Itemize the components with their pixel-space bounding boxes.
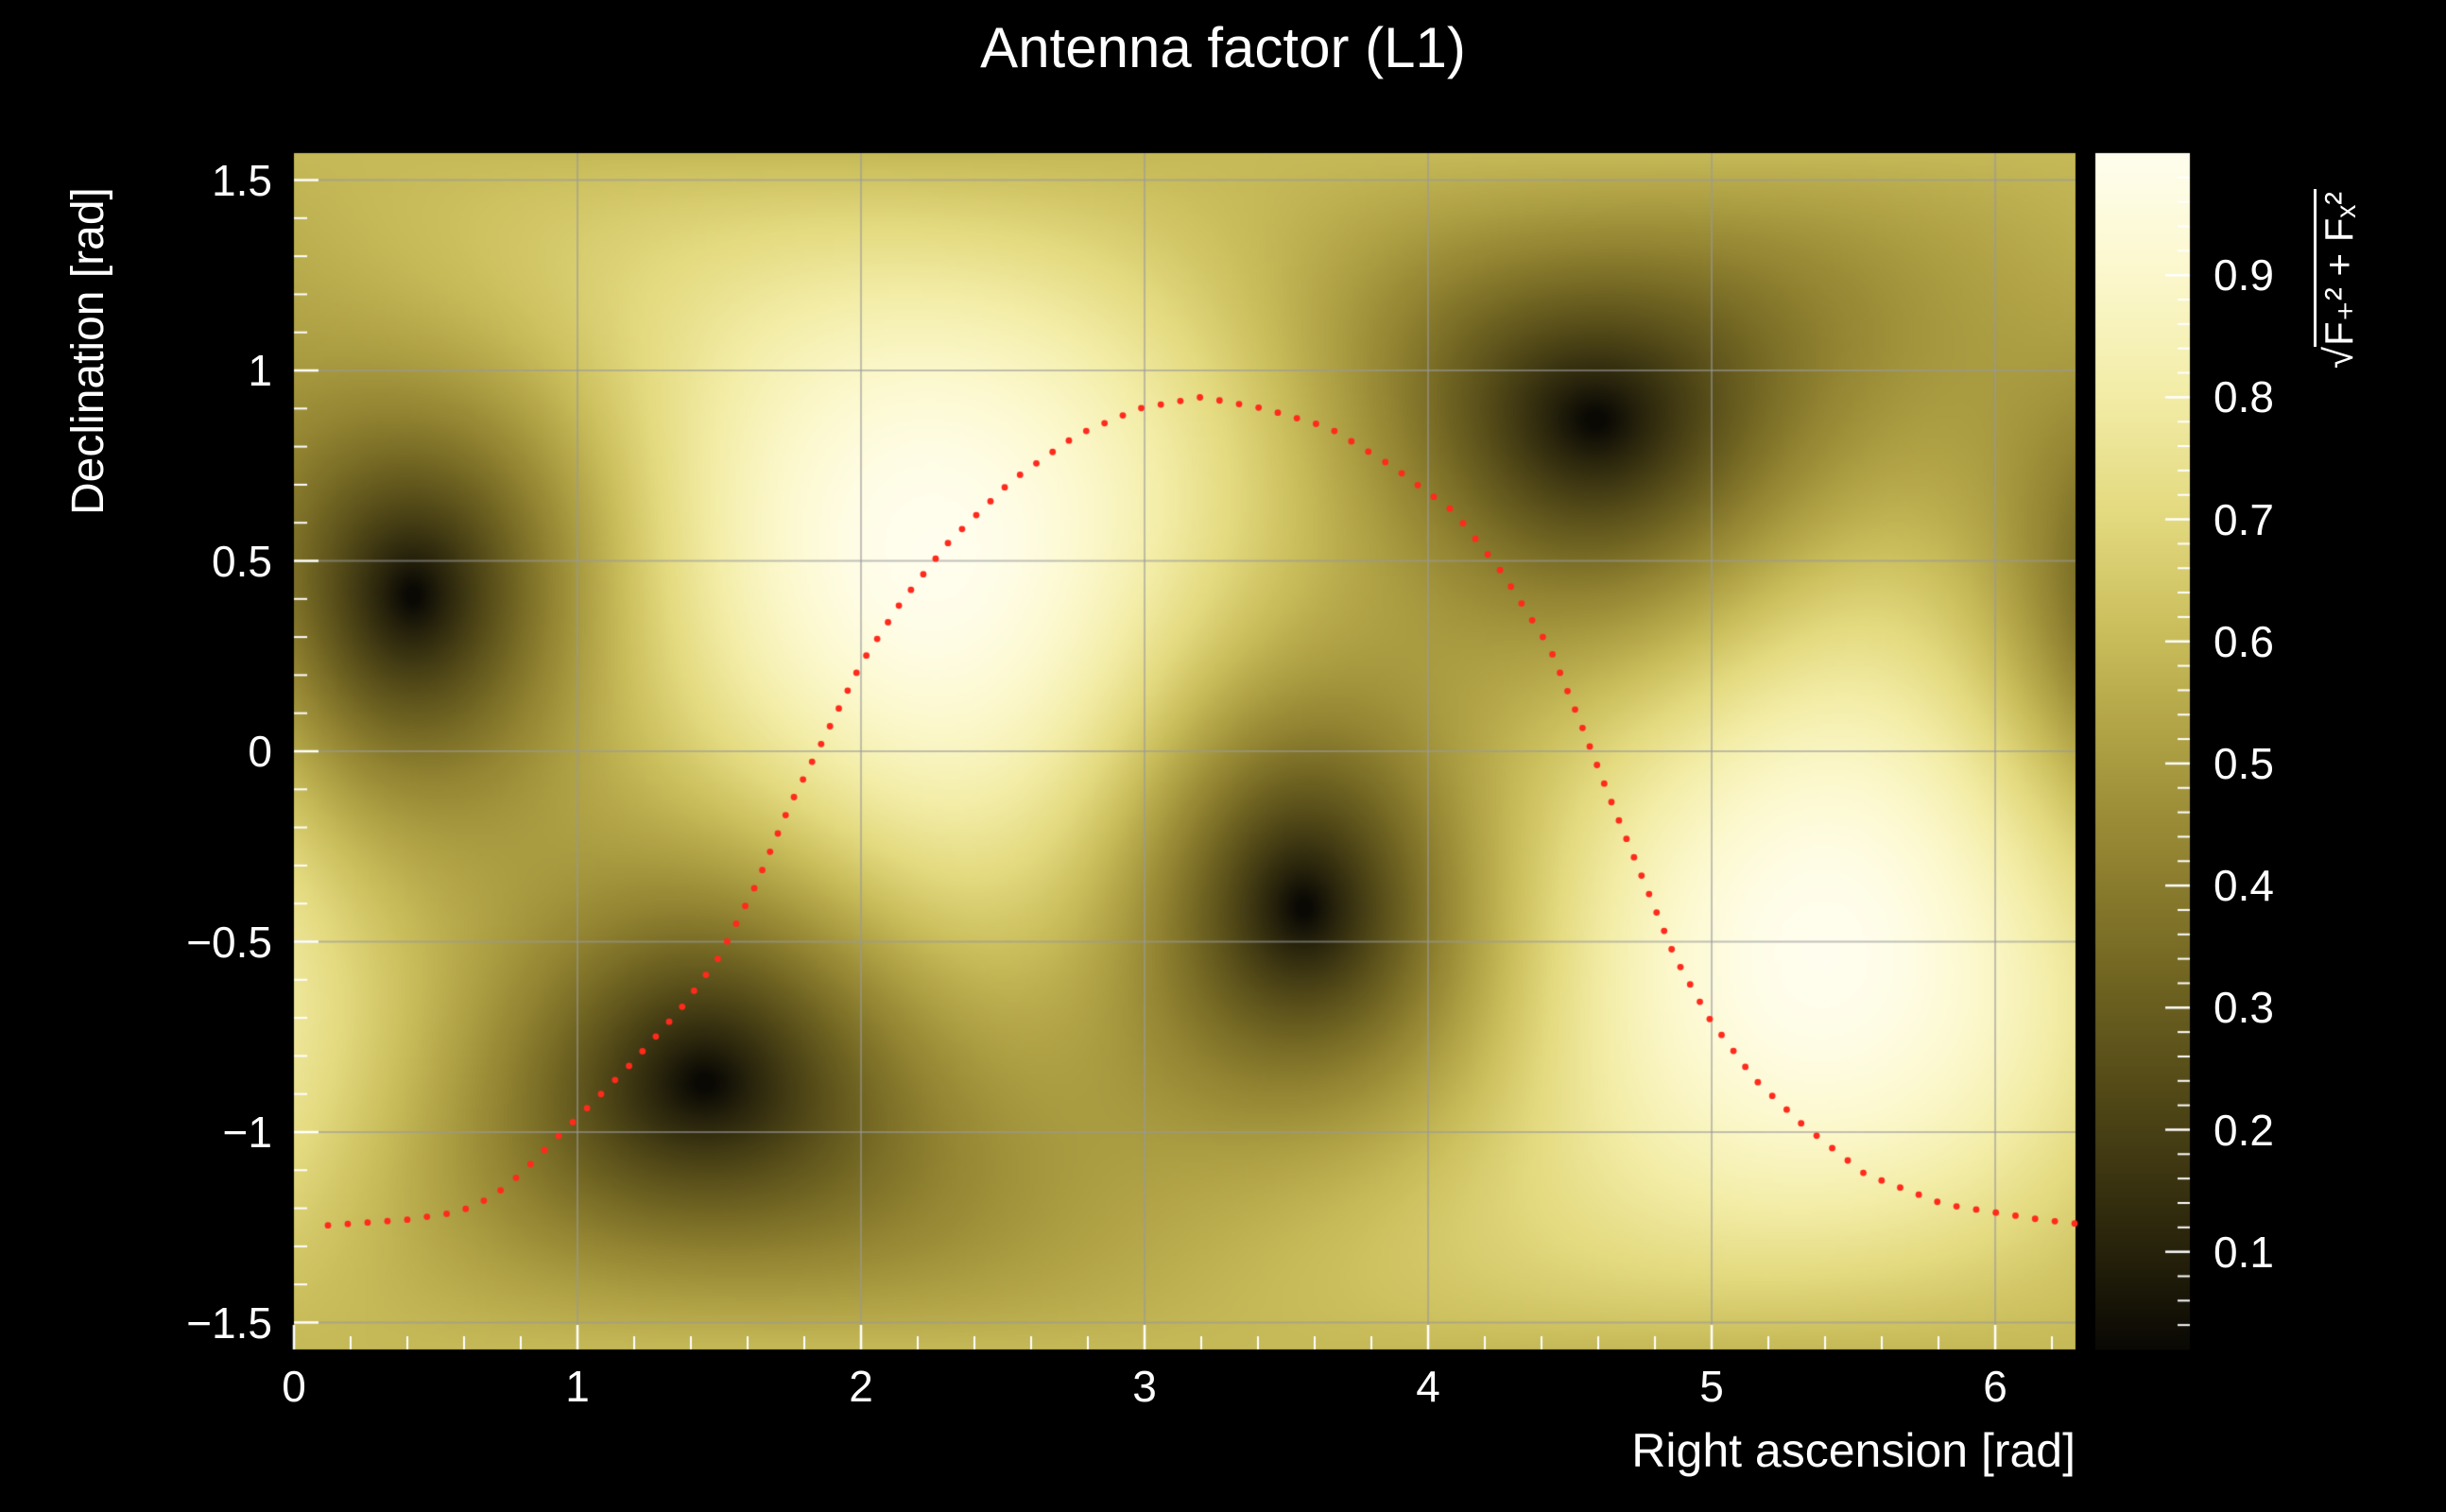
x-axis-title: Right ascension [rad] (1631, 1424, 2076, 1477)
colorbar-tick-label-1: 0.8 (2213, 372, 2274, 421)
x-tick-label-4: 4 (1416, 1362, 1440, 1411)
y-tick-label-5: −1 (222, 1108, 272, 1157)
y-tick-label-3: 0 (248, 727, 272, 776)
y-tick-label-4: −0.5 (186, 918, 272, 967)
colorbar-tick-label-5: 0.4 (2213, 861, 2274, 910)
x-tick-label-5: 5 (1699, 1362, 1724, 1411)
radical-sign: √ (2317, 346, 2361, 369)
colorbar-tick-label-7: 0.2 (2213, 1106, 2274, 1155)
x-tick-label-3: 3 (1132, 1362, 1157, 1411)
x-tick-label-2: 2 (849, 1362, 873, 1411)
x-tick-label-0: 0 (282, 1362, 306, 1411)
colorbar-tick-label-8: 0.1 (2213, 1228, 2274, 1277)
y-tick-label-0: 1.5 (212, 156, 272, 205)
colorbar-tick-label-2: 0.7 (2213, 495, 2274, 544)
colorbar-tick-label-6: 0.3 (2213, 983, 2274, 1032)
colorbar-tick-label-0: 0.9 (2213, 250, 2274, 300)
colorbar-axis-title: √F₊² + Fₓ² (2314, 188, 2362, 369)
x-tick-label-1: 1 (565, 1362, 590, 1411)
y-axis-title: Declination [rad] (63, 187, 113, 515)
colorbar-tick-label-4: 0.5 (2213, 739, 2274, 788)
y-tick-label-6: −1.5 (186, 1298, 272, 1348)
colorbar-tick-label-3: 0.6 (2213, 617, 2274, 666)
x-tick-label-6: 6 (1983, 1362, 2007, 1411)
colorbar-title-radicand: F₊² + Fₓ² (2314, 188, 2361, 347)
y-tick-label-1: 1 (248, 346, 272, 395)
y-tick-label-2: 0.5 (212, 537, 272, 586)
plot-title: Antenna factor (L1) (980, 16, 1466, 79)
